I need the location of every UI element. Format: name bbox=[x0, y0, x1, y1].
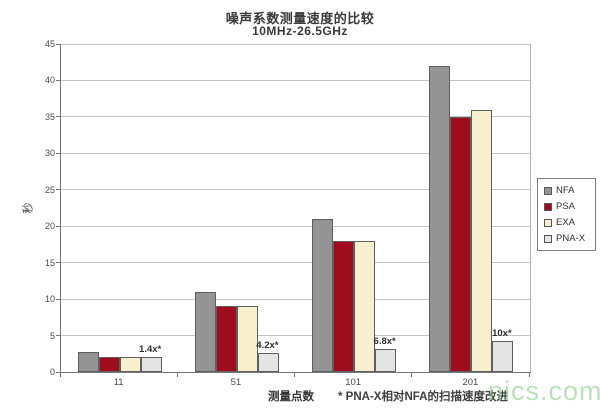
bar-annotation: 4.2x* bbox=[256, 340, 279, 352]
gridline bbox=[61, 79, 530, 81]
y-tick-label: 20 bbox=[44, 221, 55, 232]
bar-nfa bbox=[77, 351, 99, 372]
y-tick-mark bbox=[56, 225, 60, 227]
legend-swatch-icon bbox=[544, 202, 552, 211]
y-tick-mark bbox=[56, 335, 60, 337]
gridline bbox=[61, 298, 530, 300]
bar-annotation: 10x* bbox=[492, 328, 512, 340]
y-tick-label: 40 bbox=[44, 75, 55, 86]
x-tick-mark bbox=[59, 373, 61, 377]
bar-psa bbox=[98, 357, 120, 372]
y-tick-mark bbox=[56, 43, 60, 45]
gridline bbox=[61, 43, 530, 45]
x-tick-label: 101 bbox=[345, 377, 362, 388]
y-tick-mark bbox=[56, 371, 60, 373]
legend-label: EXA bbox=[556, 217, 576, 228]
gridline bbox=[61, 152, 530, 154]
chart-title: 噪声系数测量速度的比较 bbox=[225, 11, 375, 26]
legend-label: PSA bbox=[556, 201, 576, 212]
y-tick-label: 25 bbox=[44, 184, 55, 195]
y-tick-mark bbox=[56, 298, 60, 300]
y-tick-mark bbox=[56, 189, 60, 191]
bar-exa bbox=[471, 109, 493, 372]
bar-psa bbox=[333, 240, 355, 372]
legend: NFA PSA EXA PNA-X bbox=[537, 178, 596, 251]
y-tick-label: 30 bbox=[44, 148, 55, 159]
x-tick-mark bbox=[176, 373, 178, 377]
x-tick-mark bbox=[411, 373, 413, 377]
y-tick-label: 35 bbox=[44, 111, 55, 122]
x-axis-label: 测量点数 bbox=[268, 391, 314, 403]
y-tick-mark bbox=[56, 116, 60, 118]
legend-swatch-icon bbox=[544, 218, 552, 227]
bar-exa bbox=[354, 240, 376, 372]
legend-item-nfa: NFA bbox=[544, 185, 590, 196]
gridline bbox=[61, 189, 530, 191]
bar-pna-x bbox=[375, 349, 397, 372]
y-axis-label: 秒 bbox=[22, 202, 35, 214]
y-tick-label: 5 bbox=[49, 330, 55, 341]
legend-item-exa: EXA bbox=[544, 217, 590, 228]
legend-item-pna-x: PNA-X bbox=[544, 233, 590, 244]
y-tick-label: 15 bbox=[44, 257, 55, 268]
bar-psa bbox=[450, 116, 472, 372]
chart-footnote: * PNA-X相对NFA的扫描速度改进 bbox=[338, 391, 508, 403]
legend-label: PNA-X bbox=[556, 233, 586, 244]
bar-exa bbox=[236, 306, 258, 372]
gridline bbox=[61, 335, 530, 337]
bar-annotation: 6.8x* bbox=[373, 336, 396, 348]
chart-subtitle: 10MHz-26.5GHz bbox=[252, 24, 348, 38]
gridline bbox=[61, 225, 530, 227]
legend-item-psa: PSA bbox=[544, 201, 590, 212]
y-tick-label: 0 bbox=[49, 367, 55, 377]
bar-nfa bbox=[194, 291, 216, 372]
bar-annotation: 1.4x* bbox=[139, 344, 162, 356]
gridline bbox=[61, 116, 530, 118]
legend-swatch-icon bbox=[544, 186, 552, 195]
bar-pna-x bbox=[257, 353, 279, 372]
gridline bbox=[61, 262, 530, 264]
y-tick-label: 45 bbox=[44, 39, 55, 49]
x-tick-label: 11 bbox=[113, 377, 124, 388]
bar-pna-x bbox=[140, 357, 162, 372]
bar-nfa bbox=[429, 65, 451, 372]
y-tick-mark bbox=[56, 262, 60, 264]
watermark: nics.com bbox=[488, 376, 600, 406]
x-tick-mark bbox=[528, 373, 530, 377]
y-tick-mark bbox=[56, 152, 60, 154]
plot-area bbox=[60, 43, 531, 373]
x-tick-label: 51 bbox=[230, 377, 242, 388]
bar-nfa bbox=[312, 218, 334, 372]
legend-swatch-icon bbox=[544, 234, 552, 243]
y-tick-label: 10 bbox=[44, 294, 55, 305]
bar-pna-x bbox=[492, 341, 514, 372]
bar-psa bbox=[215, 306, 237, 372]
x-tick-label: 201 bbox=[462, 377, 479, 388]
y-tick-mark bbox=[56, 79, 60, 81]
legend-label: NFA bbox=[556, 185, 575, 196]
bar-exa bbox=[119, 357, 141, 372]
x-tick-mark bbox=[294, 373, 295, 377]
